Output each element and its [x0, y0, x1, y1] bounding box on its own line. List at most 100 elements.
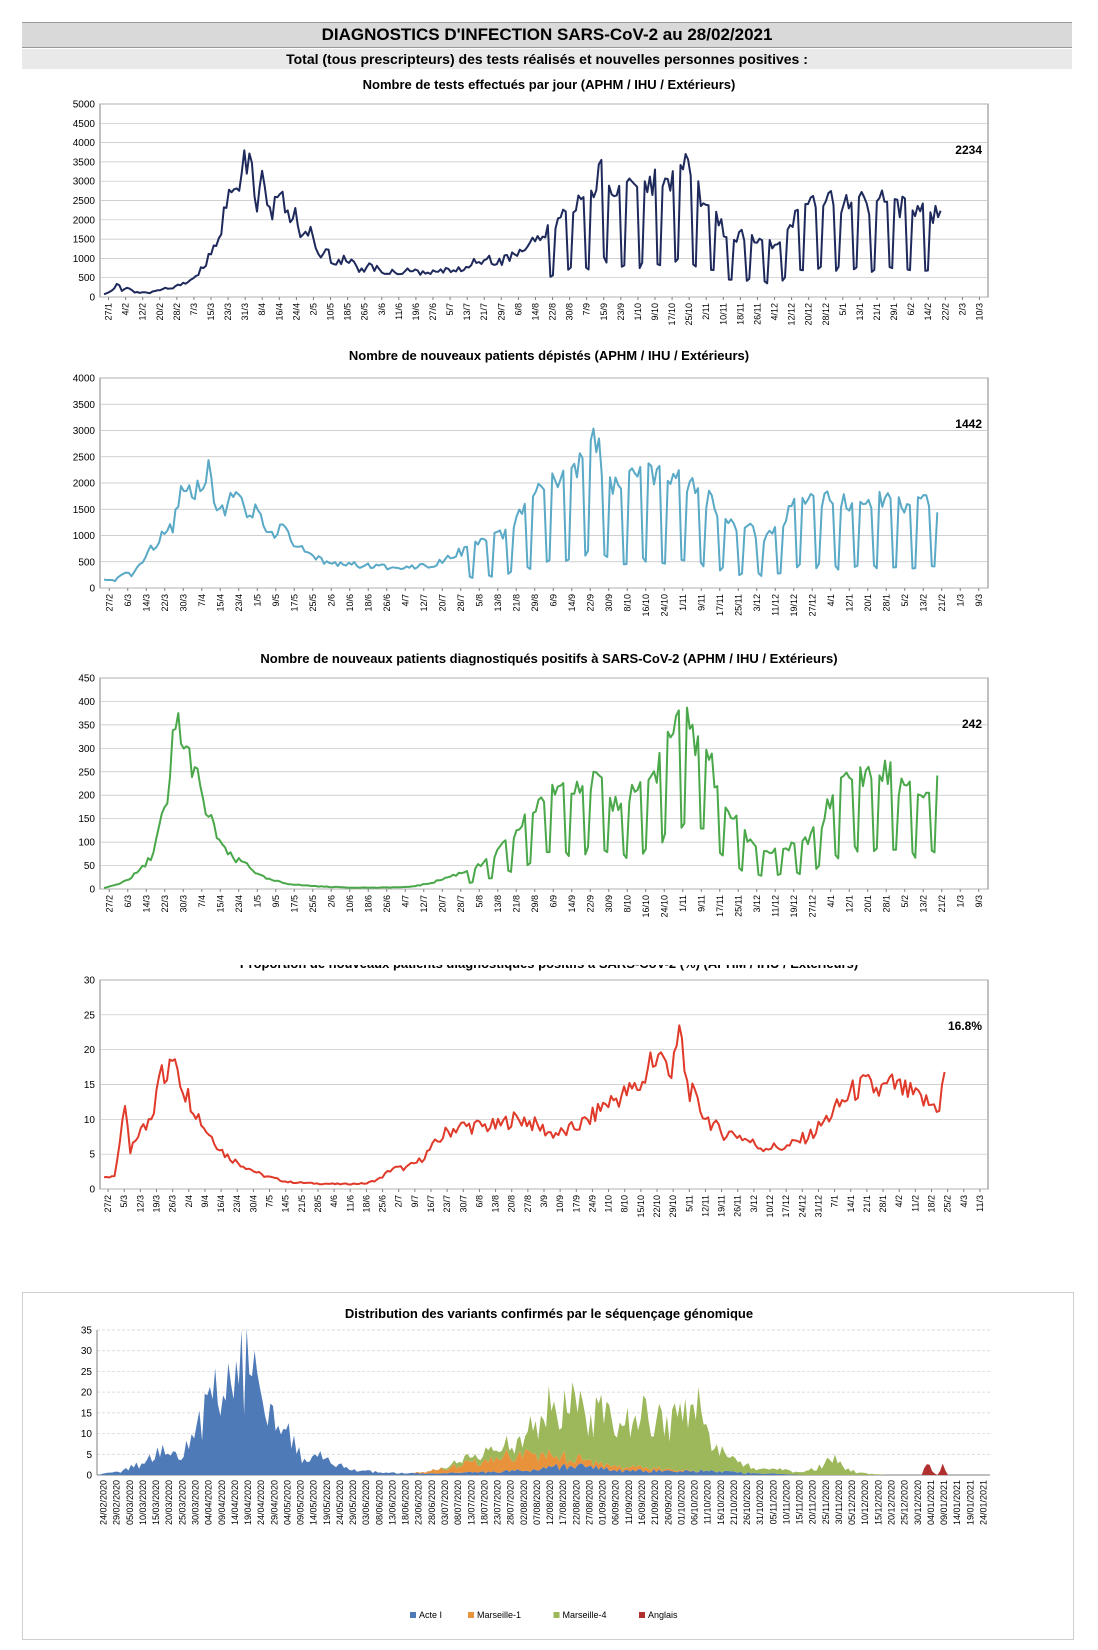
legend-swatch — [639, 1612, 645, 1618]
x-tick-label: 14/8 — [530, 303, 540, 321]
x-tick-label: 07/08/2020 — [532, 1480, 542, 1525]
x-tick-label: 9/10 — [650, 303, 660, 321]
x-tick-label: 21/1 — [862, 1195, 872, 1213]
x-tick-label: 01/09/2020 — [598, 1480, 608, 1525]
x-tick-label: 13/06/2020 — [387, 1480, 397, 1525]
x-tick-label: 1/10 — [633, 303, 643, 321]
x-tick-label: 16/09/2020 — [637, 1480, 647, 1525]
x-tick-label: 18/2 — [926, 1195, 936, 1213]
x-tick-label: 10/9 — [555, 1195, 565, 1213]
x-tick-label: 8/10 — [622, 594, 632, 612]
x-tick-label: 18/5 — [343, 303, 353, 321]
x-tick-label: 7/5 — [265, 1195, 275, 1208]
x-tick-label: 30/4 — [248, 1195, 258, 1213]
series-line — [103, 149, 942, 296]
x-tick-label: 12/3 — [135, 1195, 145, 1213]
x-tick-label: 09/01/2021 — [939, 1480, 949, 1525]
x-tick-label: 29/1 — [889, 303, 899, 321]
y-tick-label: 3500 — [73, 400, 96, 411]
x-tick-label: 20/7 — [437, 594, 447, 612]
x-tick-label: 09/05/2020 — [296, 1480, 306, 1525]
y-tick-label: 2500 — [73, 452, 96, 463]
legend-label: Marseille-4 — [563, 1610, 607, 1620]
x-tick-label: 28/2 — [172, 303, 182, 321]
y-tick-label: 20 — [84, 1045, 96, 1056]
series-line — [103, 1024, 946, 1186]
x-tick-label: 18/11 — [735, 303, 745, 325]
x-tick-label: 17/10 — [667, 303, 677, 326]
y-tick-label: 450 — [78, 674, 95, 685]
x-tick-label: 6/9 — [548, 594, 558, 607]
x-tick-label: 4/7 — [400, 594, 410, 607]
x-tick-label: 13/1 — [855, 303, 865, 321]
x-tick-label: 18/06/2020 — [401, 1480, 411, 1525]
x-tick-label: 2/7 — [394, 1195, 404, 1208]
x-tick-label: 13/7 — [462, 303, 472, 321]
x-tick-label: 27/1 — [104, 303, 114, 321]
x-tick-label: 10/11/2020 — [781, 1480, 791, 1524]
x-tick-label: 20/1 — [863, 594, 873, 612]
chart-title: Nombre de nouveaux patients diagnostiqué… — [260, 651, 837, 666]
x-tick-label: 3/12 — [752, 895, 762, 913]
x-tick-label: 4/6 — [329, 1195, 339, 1208]
chart-group: Nombre de nouveaux patients diagnostiqué… — [78, 651, 989, 918]
x-tick-label: 18/6 — [363, 594, 373, 612]
x-tick-label: 9/5 — [271, 895, 281, 908]
y-tick-label: 4000 — [73, 138, 96, 149]
x-tick-label: 3/12 — [752, 594, 762, 612]
x-tick-label: 2/11 — [701, 303, 711, 320]
x-tick-label: 01/10/2020 — [676, 1480, 686, 1525]
x-tick-label: 11/6 — [345, 1195, 355, 1212]
x-tick-label: 6/8 — [474, 1195, 484, 1208]
x-tick-label: 16/10 — [641, 594, 651, 617]
y-tick-label: 300 — [78, 744, 95, 755]
x-tick-label: 10/12/2020 — [860, 1480, 870, 1525]
legend-swatch — [553, 1612, 560, 1618]
x-tick-label: 30/3 — [178, 895, 188, 913]
x-tick-label: 26/6 — [382, 895, 392, 913]
x-tick-label: 02/08/2020 — [519, 1480, 529, 1525]
x-tick-label: 20/12/2020 — [887, 1480, 897, 1525]
x-tick-label: 04/05/2020 — [282, 1480, 292, 1525]
y-tick-label: 4500 — [73, 119, 96, 130]
x-tick-label: 1/5 — [252, 895, 262, 908]
x-tick-label: 15/4 — [215, 594, 225, 612]
chart-title: Distribution des variants confirmés par … — [345, 1306, 753, 1321]
x-tick-label: 17/11 — [715, 895, 725, 917]
area-acte-i — [97, 1328, 990, 1475]
x-tick-label: 2/5 — [308, 303, 318, 316]
last-value-label: 16.8% — [948, 1019, 982, 1033]
x-tick-label: 23/9 — [616, 303, 626, 321]
x-tick-label: 13/07/2020 — [466, 1480, 476, 1525]
x-tick-label: 03/07/2020 — [440, 1480, 450, 1525]
x-tick-label: 17/12 — [781, 1195, 791, 1218]
x-tick-label: 27/12 — [807, 895, 817, 918]
x-tick-label: 10/6 — [345, 895, 355, 913]
x-tick-label: 29/02/2020 — [112, 1480, 122, 1525]
x-tick-label: 08/06/2020 — [374, 1480, 384, 1525]
x-tick-label: 04/04/2020 — [204, 1480, 214, 1525]
x-tick-label: 28/1 — [881, 895, 891, 913]
x-tick-label: 27/2 — [104, 594, 114, 612]
x-tick-label: 23/4 — [234, 594, 244, 612]
y-tick-label: 150 — [78, 814, 95, 825]
x-tick-label: 5/2 — [900, 895, 910, 908]
x-tick-label: 14/01/2021 — [952, 1480, 962, 1525]
x-tick-label: 10/5 — [326, 303, 336, 321]
x-tick-label: 14/05/2020 — [309, 1480, 319, 1525]
x-tick-label: 16/4 — [216, 1195, 226, 1213]
x-tick-label: 11/2 — [910, 1195, 920, 1212]
x-tick-label: 10/11 — [718, 303, 728, 325]
x-tick-label: 25/10 — [684, 303, 694, 326]
x-tick-label: 19/12 — [789, 895, 799, 918]
x-tick-label: 26/5 — [360, 303, 370, 321]
variants-panel-frame — [22, 1292, 1074, 1640]
x-tick-label: 1/3 — [955, 895, 965, 908]
x-tick-label: 10/12 — [765, 1195, 775, 1218]
x-tick-label: 14/2 — [923, 303, 933, 321]
x-tick-label: 14/9 — [567, 594, 577, 612]
x-tick-label: 14/3 — [141, 895, 151, 913]
y-tick-label: 5 — [89, 1150, 95, 1161]
x-tick-label: 11/3 — [975, 1195, 985, 1212]
x-tick-label: 28/5 — [313, 1195, 323, 1213]
